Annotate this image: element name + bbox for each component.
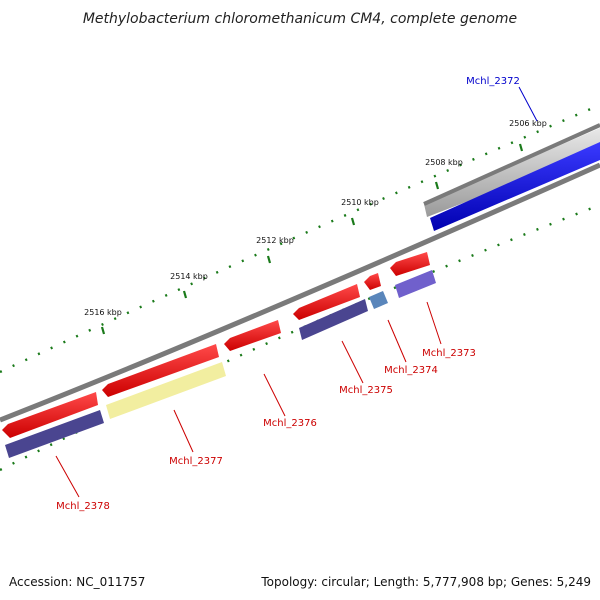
cds-track xyxy=(5,270,436,458)
cds-block-2373[interactable] xyxy=(395,270,436,298)
tick-label-2506: 2506 kbp xyxy=(509,119,547,128)
genome-backbone xyxy=(0,162,600,423)
gene-label-2377[interactable]: Mchl_2377 xyxy=(169,456,223,467)
inner-tick-track xyxy=(0,203,600,472)
gene-label-2375[interactable]: Mchl_2375 xyxy=(339,385,393,396)
tick-label-2516: 2516 kbp xyxy=(84,308,122,317)
gene-track-forward xyxy=(424,128,600,231)
gene-arrow-2376[interactable] xyxy=(224,320,281,351)
label-leaders xyxy=(55,86,538,498)
cds-block-2374[interactable] xyxy=(369,291,388,309)
tick-label-2510: 2510 kbp xyxy=(341,198,379,207)
topology-text: Topology: circular; Length: 5,777,908 bp… xyxy=(260,575,591,589)
cds-block-2377[interactable] xyxy=(106,362,226,419)
cds-block-2375[interactable] xyxy=(299,299,368,340)
gene-track-reverse xyxy=(2,252,430,438)
tick-label-2508: 2508 kbp xyxy=(425,158,463,167)
gene-arrow-2374[interactable] xyxy=(364,273,381,290)
accession-text: Accession: NC_011757 xyxy=(9,575,145,589)
gene-label-2372[interactable]: Mchl_2372 xyxy=(466,76,520,87)
gene-label-2374[interactable]: Mchl_2374 xyxy=(384,365,438,376)
tick-label-2512: 2512 kbp xyxy=(256,236,294,245)
tick-label-2514: 2514 kbp xyxy=(170,272,208,281)
gene-label-2373[interactable]: Mchl_2373 xyxy=(422,348,476,359)
gene-arrow-2377[interactable] xyxy=(102,344,219,397)
genome-backbone-outer xyxy=(423,123,600,206)
gene-block-2372-gray[interactable] xyxy=(424,128,600,217)
cds-block-2378[interactable] xyxy=(5,410,104,458)
map-title: Methylobacterium chloromethanicum CM4, c… xyxy=(83,11,517,27)
major-ticks xyxy=(100,143,524,335)
gene-arrow-2375[interactable] xyxy=(293,284,360,320)
gene-block-2372-blue[interactable] xyxy=(430,142,600,231)
gene-arrow-2378[interactable] xyxy=(2,392,98,438)
gene-label-2376[interactable]: Mchl_2376 xyxy=(263,418,317,429)
gene-arrow-2373[interactable] xyxy=(390,252,430,276)
gene-label-2378[interactable]: Mchl_2378 xyxy=(56,501,110,512)
